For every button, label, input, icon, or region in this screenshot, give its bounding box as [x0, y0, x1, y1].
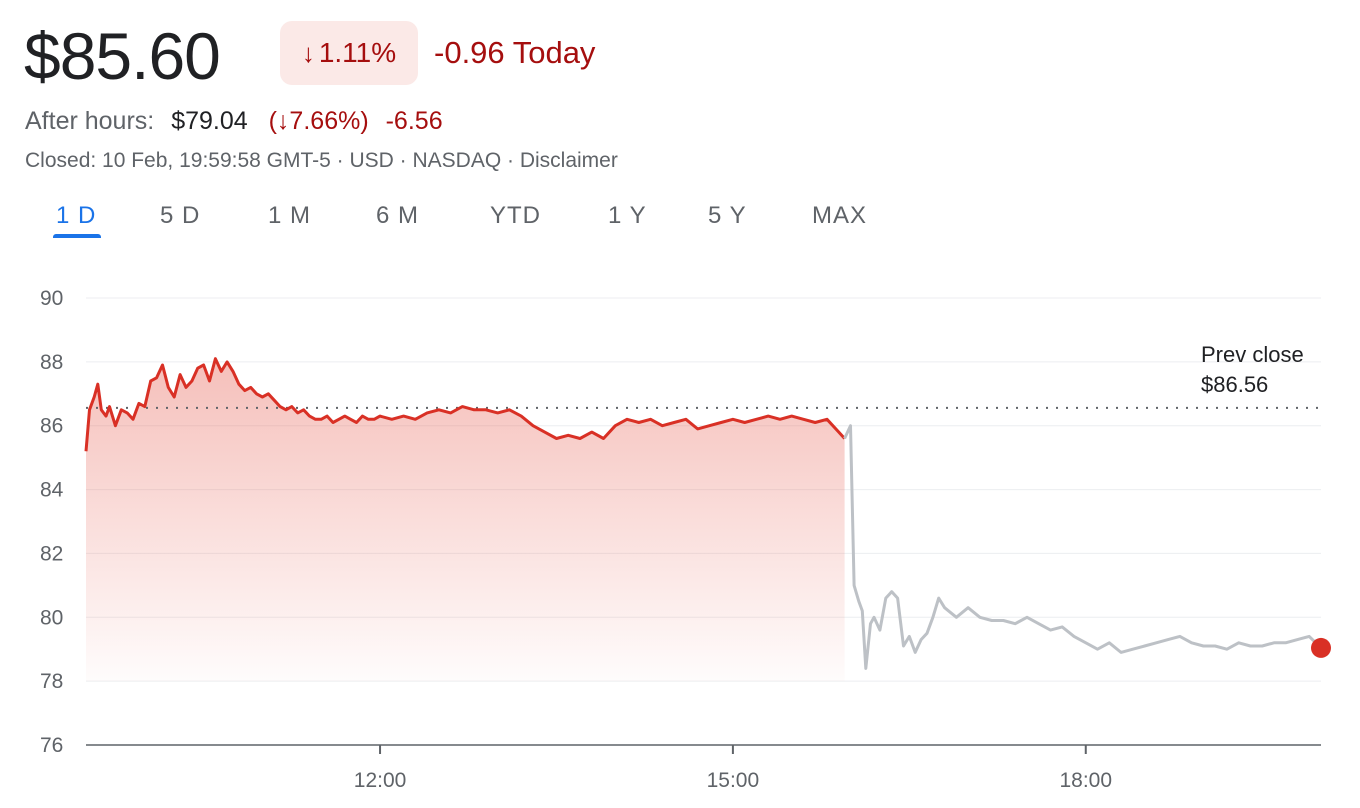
price-chart[interactable]: 76 78 80 82 84 86 88 90 12:00 15:00 18:00 Prev cl… — [0, 270, 1360, 808]
tab-5y[interactable]: 5 Y — [708, 202, 747, 229]
y-tick-label: 90 — [40, 287, 63, 310]
tab-1y[interactable]: 1 Y — [608, 202, 647, 229]
regular-session-area — [86, 358, 845, 682]
prev-close-value: $86.56 — [1201, 372, 1268, 397]
after-hours-row: After hours: $79.04 (↓7.66%) -6.56 — [25, 104, 443, 138]
tab-6m[interactable]: 6 M — [376, 202, 420, 229]
current-price: $85.60 — [24, 19, 221, 93]
price-lines — [84, 357, 1323, 670]
y-axis-ticks: 76 78 80 82 84 86 88 90 — [40, 287, 64, 757]
price-area — [86, 358, 845, 682]
x-tick-label: 18:00 — [1059, 769, 1112, 792]
market-status-text: Closed: 10 Feb, 19:59:58 GMT-5 · USD · N… — [25, 149, 520, 172]
y-tick-label: 76 — [40, 734, 63, 757]
y-tick-label: 84 — [40, 479, 64, 502]
after-hours-price: $79.04 — [171, 107, 248, 135]
market-status-line: Closed: 10 Feb, 19:59:58 GMT-5 · USD · N… — [25, 147, 618, 175]
y-tick-label: 88 — [40, 351, 63, 374]
arrow-down-icon: ↓ — [301, 37, 315, 68]
after-hours-percent: (↓7.66%) — [268, 107, 369, 135]
x-axis: 12:00 15:00 18:00 — [86, 744, 1321, 792]
prev-close-label: Prev close — [1201, 342, 1304, 367]
after-hours-line — [843, 424, 1323, 670]
change-percent-badge: ↓ 1.11% — [280, 21, 418, 85]
y-tick-label: 78 — [40, 670, 63, 693]
after-hours-label: After hours: — [25, 107, 155, 135]
disclaimer-link[interactable]: Disclaimer — [519, 149, 618, 172]
regular-session-line — [84, 357, 846, 452]
after-hours-change: -6.56 — [385, 107, 443, 135]
tab-1d[interactable]: 1 D — [56, 202, 97, 229]
active-tab-indicator — [53, 234, 101, 238]
tab-ytd[interactable]: YTD — [490, 202, 541, 229]
y-tick-label: 82 — [40, 542, 63, 565]
tab-max[interactable]: MAX — [812, 202, 868, 229]
change-today: -0.96 Today — [434, 35, 596, 70]
change-percent: 1.11% — [318, 37, 397, 68]
x-tick-label: 15:00 — [707, 769, 760, 792]
tab-5d[interactable]: 5 D — [160, 202, 201, 229]
tab-1m[interactable]: 1 M — [268, 202, 312, 229]
x-tick-label: 12:00 — [354, 769, 407, 792]
last-price-dot — [1311, 637, 1331, 658]
y-tick-label: 86 — [40, 415, 63, 438]
y-tick-label: 80 — [40, 606, 63, 629]
